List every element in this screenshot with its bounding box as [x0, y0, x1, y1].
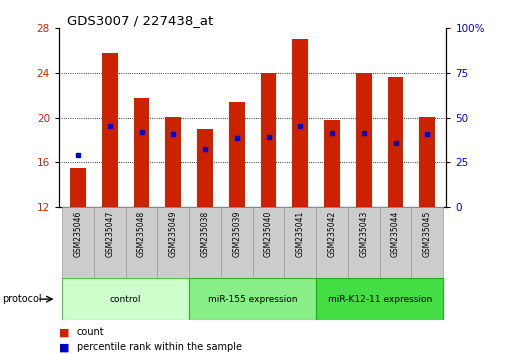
Text: miR-155 expression: miR-155 expression	[208, 295, 298, 304]
Bar	[411, 207, 443, 278]
Text: percentile rank within the sample: percentile rank within the sample	[77, 342, 242, 352]
Bar	[316, 278, 443, 320]
Bar	[419, 116, 435, 207]
Text: count: count	[77, 327, 105, 337]
Text: miR-K12-11 expression: miR-K12-11 expression	[327, 295, 432, 304]
Text: GSM235046: GSM235046	[73, 211, 83, 257]
Text: GSM235039: GSM235039	[232, 211, 241, 257]
Text: GSM235038: GSM235038	[201, 211, 209, 257]
Bar	[62, 207, 94, 278]
Bar	[189, 278, 316, 320]
Text: ■: ■	[59, 327, 69, 337]
Text: GSM235042: GSM235042	[327, 211, 337, 257]
Text: ■: ■	[59, 342, 69, 352]
Text: GSM235045: GSM235045	[423, 211, 432, 257]
Bar	[157, 207, 189, 278]
Bar	[348, 207, 380, 278]
Bar	[324, 120, 340, 207]
Text: GDS3007 / 227438_at: GDS3007 / 227438_at	[67, 14, 213, 27]
Bar	[126, 207, 157, 278]
Text: GSM235044: GSM235044	[391, 211, 400, 257]
Bar	[221, 207, 253, 278]
Bar	[356, 73, 372, 207]
Text: GSM235043: GSM235043	[359, 211, 368, 257]
Bar	[62, 278, 189, 320]
Text: protocol: protocol	[3, 294, 42, 304]
Text: GSM235047: GSM235047	[105, 211, 114, 257]
Bar	[70, 168, 86, 207]
Text: GSM235040: GSM235040	[264, 211, 273, 257]
Bar	[102, 53, 117, 207]
Bar	[261, 73, 277, 207]
Text: GSM235041: GSM235041	[296, 211, 305, 257]
Bar	[94, 207, 126, 278]
Bar	[253, 207, 284, 278]
Bar	[292, 40, 308, 207]
Bar	[316, 207, 348, 278]
Bar	[133, 98, 149, 207]
Bar	[388, 78, 403, 207]
Bar	[229, 102, 245, 207]
Bar	[189, 207, 221, 278]
Text: GSM235049: GSM235049	[169, 211, 178, 257]
Bar	[197, 129, 213, 207]
Bar	[284, 207, 316, 278]
Bar	[380, 207, 411, 278]
Text: control: control	[110, 295, 142, 304]
Bar	[165, 116, 181, 207]
Text: GSM235048: GSM235048	[137, 211, 146, 257]
